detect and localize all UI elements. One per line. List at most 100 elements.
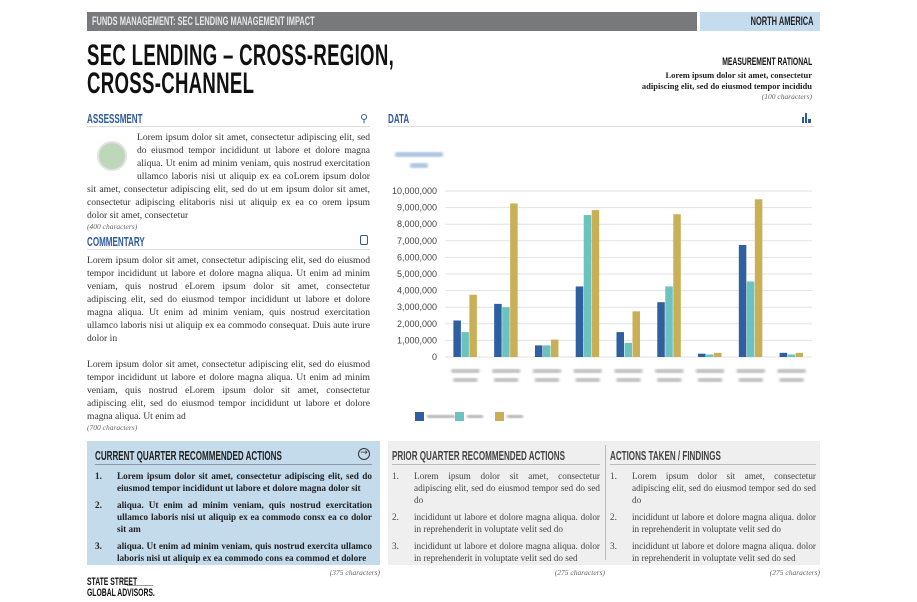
divider [605, 445, 606, 560]
list-item: 3. incididunt ut labore et dolore magna a… [392, 540, 600, 564]
bar [787, 354, 796, 357]
commentary-paragraph-1: Lorem ipsum dolor sit amet, consectetur … [87, 255, 370, 344]
prior-actions-column: PRIOR QUARTER RECOMMENDED ACTIONS 1. Lore… [392, 447, 600, 569]
legend-label-blurred [467, 415, 483, 418]
y-tick-label: 1,000,000 [397, 335, 437, 345]
x-tick-label-blurred [657, 378, 682, 382]
x-tick-label-blurred [738, 378, 763, 382]
section-header-bar: FUNDS MANAGEMENT: SEC LENDING MANAGEMENT… [87, 12, 697, 31]
item-text: Lorem ipsum dolor sit amet, consectetur … [632, 471, 816, 505]
bar [665, 286, 673, 357]
x-tick-label-blurred [736, 369, 765, 373]
bar [616, 332, 624, 357]
arrow-right-circle-icon[interactable]: → [358, 448, 370, 460]
legend-label-blurred [427, 415, 455, 418]
commentary-header: COMMENTARY [87, 233, 370, 250]
y-tick-label: 9,000,000 [397, 203, 437, 213]
bar-chart-icon[interactable] [802, 113, 812, 123]
page-title: SEC LENDING – CROSS-REGION, CROSS-CHANNE… [87, 39, 587, 100]
char-count-note: (100 characters) [761, 92, 812, 101]
list-item: 1. Lorem ipsum dolor sit amet, consectetu… [610, 470, 816, 506]
x-tick-label-blurred [575, 378, 600, 382]
bar [502, 307, 510, 357]
logo: STATE STREET GLOBAL ADVISORS. [87, 576, 196, 599]
x-tick-label-blurred [616, 378, 641, 382]
bar [624, 342, 632, 357]
bar [583, 215, 592, 357]
list-item: 1. Lorem ipsum dolor sit amet, consectetu… [95, 470, 372, 494]
data-heading: DATA [388, 111, 410, 126]
assessment-text: Lorem ipsum dolor sit amet, consectetur … [87, 132, 370, 221]
list-item: 2. incididunt ut labore et dolore magna a… [610, 511, 816, 535]
char-count-note: (275 characters) [554, 568, 605, 577]
char-count-note: (400 characters) [87, 222, 138, 231]
bar [575, 286, 584, 357]
item-number: 1. [610, 471, 617, 481]
bar [591, 210, 600, 357]
bar [510, 203, 518, 357]
logo-line2: GLOBAL ADVISORS. [87, 587, 155, 599]
current-actions-header: CURRENT QUARTER RECOMMENDED ACTIONS → [95, 447, 372, 465]
y-tick-label: 3,000,000 [397, 302, 437, 312]
x-tick-label-blurred [777, 369, 806, 373]
bar [698, 353, 706, 357]
item-text: incididunt ut labore et dolore magna ali… [632, 512, 816, 534]
measurement-text-1: Lorem ipsum dolor sit amet, consectetur [665, 70, 812, 80]
bar [779, 352, 788, 357]
y-tick-label: 8,000,000 [397, 219, 437, 229]
measurement-text-2: adipiscing elit, sed do eiusmod tempor i… [641, 81, 812, 91]
x-tick-label-blurred [534, 378, 559, 382]
assessment-text-block: Lorem ipsum dolor sit amet, consectetur … [87, 131, 370, 222]
assessment-section: ASSESSMENT ⚲ Lorem ipsum dolor sit amet,… [87, 110, 370, 231]
logo-line1: STATE STREET [87, 576, 138, 588]
y-tick-label: 10,000,000 [392, 186, 437, 196]
current-actions-heading: CURRENT QUARTER RECOMMENDED ACTIONS [95, 448, 282, 463]
bar [469, 294, 477, 357]
bar [738, 244, 747, 357]
list-item: 2. incididunt ut labore et dolore magna a… [392, 511, 600, 535]
bar [632, 311, 640, 357]
commentary-paragraph-2: Lorem ipsum dolor sit amet, consectetur … [87, 359, 370, 422]
page-title-line2: CROSS-CHANNEL [87, 67, 255, 100]
region-label-box: NORTH AMERICA [700, 12, 820, 31]
x-tick-label-blurred [492, 369, 521, 373]
item-number: 3. [610, 541, 617, 551]
bar-chart: 0 1,000,000 2,000,000 3,000,000 4,000,000 5,0… [392, 152, 812, 421]
x-tick-label-blurred [453, 378, 478, 382]
chart-subtitle-blurred [410, 163, 428, 168]
commentary-heading: COMMENTARY [87, 234, 145, 249]
char-count-note: (700 characters) [87, 423, 138, 432]
bar [795, 352, 804, 357]
item-number: 3. [95, 541, 102, 551]
bar [550, 339, 559, 357]
x-tick-label-blurred [696, 369, 725, 373]
bar [714, 352, 722, 357]
x-tick-label-blurred [573, 369, 602, 373]
bar [534, 345, 543, 357]
legend-swatch [415, 412, 424, 421]
item-number: 2. [95, 500, 102, 510]
x-tick-label-blurred [779, 378, 804, 382]
item-text: Lorem ipsum dolor sit amet, consectetur … [117, 471, 372, 493]
item-text: incididunt ut labore et dolore magna ali… [414, 541, 600, 563]
x-tick-label-blurred [451, 369, 480, 373]
char-count-note: (375 characters) [329, 568, 380, 577]
data-header: DATA [388, 110, 814, 127]
page-title-line1: SEC LENDING – CROSS-REGION, [87, 39, 395, 72]
bar [754, 199, 763, 357]
prior-actions-heading: PRIOR QUARTER RECOMMENDED ACTIONS [392, 448, 565, 463]
item-number: 1. [95, 471, 102, 481]
bar [673, 214, 681, 357]
bar [706, 354, 714, 357]
bar [494, 303, 502, 357]
search-icon[interactable]: ⚲ [359, 113, 368, 125]
list-item: 3. incididunt ut labore et dolore magna a… [610, 540, 816, 564]
document-icon[interactable] [360, 235, 368, 245]
findings-heading: ACTIONS TAKEN / FINDINGS [610, 448, 721, 463]
measurement-rational: MEASUREMENT RATIONAL Lorem ipsum dolor s… [512, 52, 812, 101]
bar [746, 281, 755, 357]
legend-swatch [455, 412, 464, 421]
item-number: 2. [610, 512, 617, 522]
data-section: DATA [388, 110, 814, 127]
status-indicator [87, 131, 137, 181]
